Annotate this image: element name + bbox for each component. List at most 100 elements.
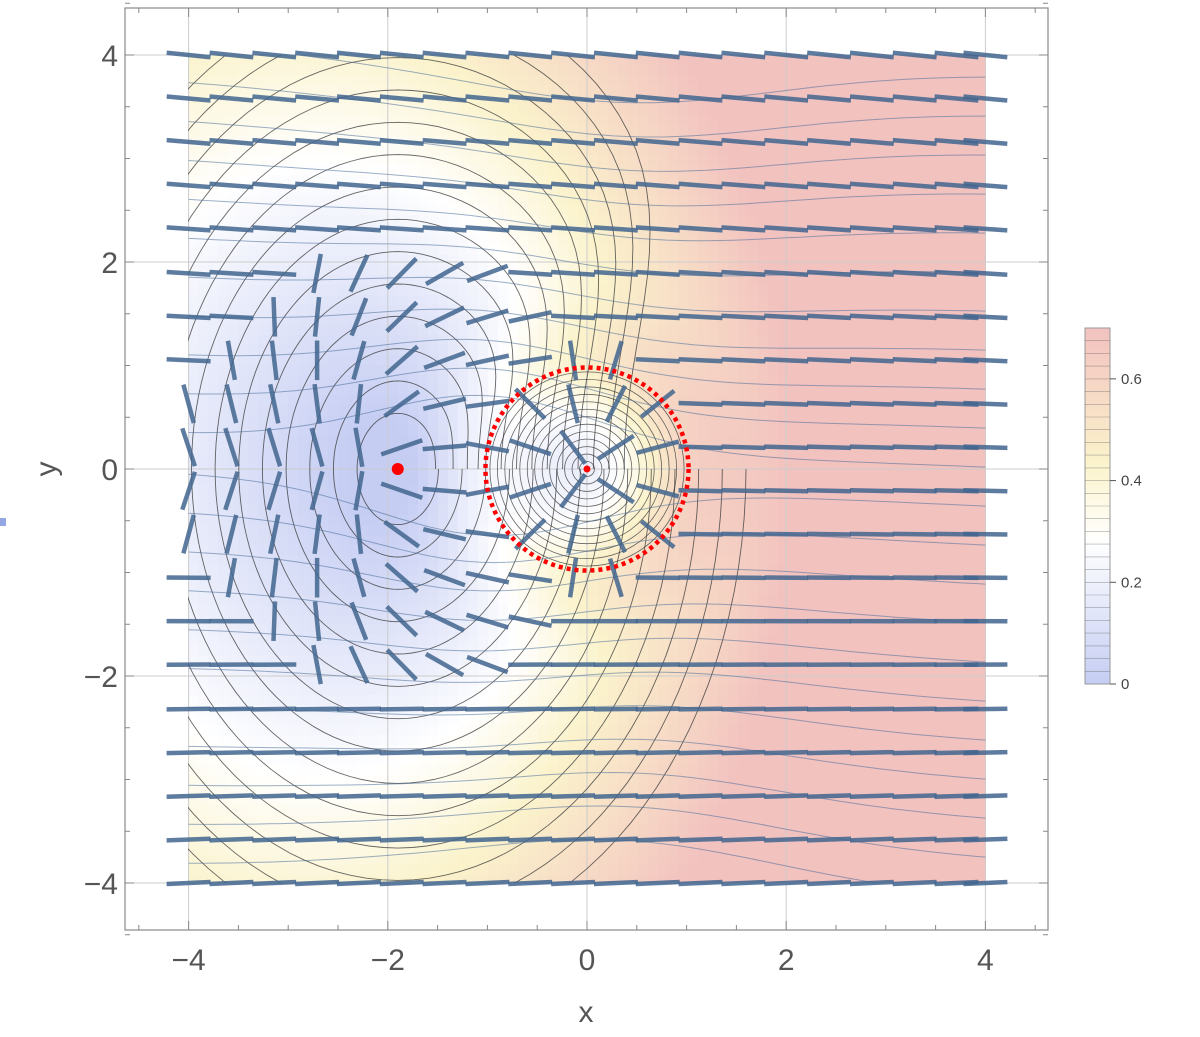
density-cell <box>388 335 399 346</box>
density-cell <box>458 725 469 736</box>
density-cell <box>358 245 369 256</box>
density-cell <box>378 115 389 126</box>
density-cell <box>428 595 439 606</box>
density-cell <box>188 505 199 516</box>
density-cell <box>268 195 279 206</box>
density-cell <box>648 845 659 856</box>
density-cell <box>308 845 319 856</box>
density-cell <box>598 575 609 586</box>
density-cell <box>248 175 259 186</box>
density-cell <box>418 375 429 386</box>
density-cell <box>538 425 549 436</box>
density-cell <box>188 715 199 726</box>
density-cell <box>748 175 759 186</box>
density-cell <box>578 845 589 856</box>
density-cell <box>268 285 279 296</box>
density-cell <box>658 65 669 76</box>
density-cell <box>658 515 669 526</box>
density-cell <box>458 805 469 816</box>
density-cell <box>638 565 649 576</box>
density-cell <box>738 755 749 766</box>
density-cell <box>778 625 789 636</box>
density-cell <box>338 245 349 256</box>
density-cell <box>678 525 689 536</box>
density-cell <box>308 535 319 546</box>
density-cell <box>208 275 219 286</box>
density-cell <box>208 725 219 736</box>
density-cell <box>528 345 539 356</box>
density-cell <box>728 645 739 656</box>
density-cell <box>268 145 279 156</box>
density-cell <box>248 595 259 606</box>
density-cell <box>488 295 499 306</box>
density-cell <box>338 845 349 856</box>
density-cell <box>428 475 439 486</box>
density-cell <box>318 625 329 636</box>
density-cell <box>728 415 739 426</box>
density-cell <box>628 735 639 746</box>
density-cell <box>318 485 329 496</box>
density-cell <box>398 595 409 606</box>
density-cell <box>588 175 599 186</box>
density-cell <box>358 215 369 226</box>
density-cell <box>238 295 249 306</box>
density-cell <box>278 435 289 446</box>
density-cell <box>288 615 299 626</box>
density-cell <box>768 855 779 866</box>
density-cell <box>458 185 469 196</box>
density-cell <box>338 335 349 346</box>
density-cell <box>438 385 449 396</box>
density-cell <box>698 795 709 806</box>
density-cell <box>748 785 759 796</box>
density-cell <box>198 425 209 436</box>
density-cell <box>698 845 709 856</box>
density-cell <box>618 345 629 356</box>
density-cell <box>658 585 669 596</box>
density-cell <box>428 65 439 76</box>
density-cell <box>218 455 229 466</box>
density-cell <box>718 55 729 66</box>
density-cell <box>738 455 749 466</box>
density-cell <box>758 405 769 416</box>
density-cell <box>308 485 319 496</box>
density-cell <box>368 245 379 256</box>
density-cell <box>738 385 749 396</box>
density-cell <box>298 665 309 676</box>
density-cell <box>608 805 619 816</box>
density-cell <box>438 275 449 286</box>
density-cell <box>698 125 709 136</box>
density-cell <box>558 145 569 156</box>
density-cell <box>728 605 739 616</box>
density-cell <box>568 385 579 396</box>
density-cell <box>318 365 329 376</box>
density-cell <box>658 215 669 226</box>
density-cell <box>348 745 359 756</box>
density-cell <box>708 785 719 796</box>
density-cell <box>598 765 609 776</box>
density-cell <box>668 875 679 883</box>
density-cell <box>188 265 199 276</box>
density-cell <box>718 655 729 666</box>
density-cell <box>778 765 789 776</box>
density-cell <box>318 685 329 696</box>
density-cell <box>238 155 249 166</box>
density-cell <box>238 315 249 326</box>
density-cell <box>508 235 519 246</box>
density-cell <box>568 275 579 286</box>
density-cell <box>768 405 779 416</box>
density-cell <box>478 565 489 576</box>
density-cell <box>478 545 489 556</box>
density-cell <box>388 875 399 883</box>
density-cell <box>328 805 339 816</box>
density-cell <box>608 555 619 566</box>
density-cell <box>508 735 519 746</box>
density-cell <box>578 425 589 436</box>
density-cell <box>478 475 489 486</box>
density-cell <box>548 475 559 486</box>
density-cell <box>278 665 289 676</box>
density-cell <box>728 265 739 276</box>
density-cell <box>528 155 539 166</box>
density-cell <box>518 335 529 346</box>
density-cell <box>558 685 569 696</box>
density-cell <box>588 315 599 326</box>
